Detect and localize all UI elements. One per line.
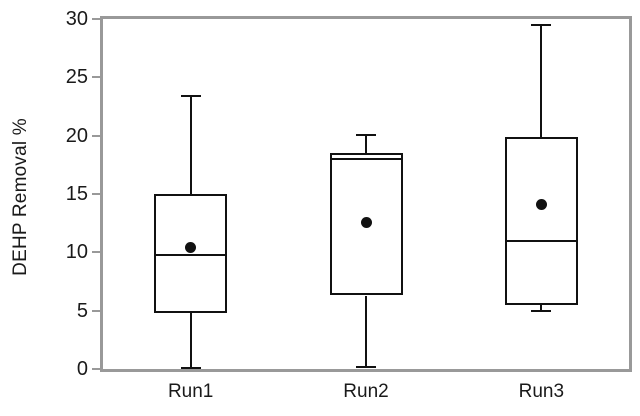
y-tick-label: 15	[65, 183, 88, 205]
y-tick-mark	[92, 368, 100, 370]
whisker-cap-bottom	[531, 309, 552, 312]
x-axis-label-run1: Run1	[167, 381, 214, 402]
whisker-cap-bottom	[356, 365, 376, 368]
x-axis-label-run2: Run2	[343, 381, 389, 402]
y-tick-label: 30	[65, 8, 88, 30]
y-tick-label: 10	[65, 241, 88, 264]
whisker-line	[189, 313, 192, 368]
whisker-cap-top	[180, 95, 201, 97]
y-tick-label: 20	[65, 124, 88, 147]
median-line	[504, 239, 578, 242]
whisker-line	[365, 134, 367, 154]
plot-area	[100, 16, 632, 372]
y-axis-title-text: DEHP Removal %	[10, 118, 31, 276]
box-run1	[154, 194, 228, 313]
median-line	[329, 158, 403, 160]
whisker-line	[189, 96, 192, 194]
whisker-line	[540, 24, 543, 137]
mean-dot	[360, 216, 372, 228]
y-tick-label: 25	[65, 66, 88, 89]
y-tick-mark	[92, 193, 100, 195]
y-tick-mark	[92, 18, 100, 20]
median-line	[154, 253, 228, 256]
y-tick-mark	[92, 134, 100, 137]
whisker-cap-bottom	[180, 366, 201, 369]
whisker-cap-top	[531, 23, 552, 26]
whisker-cap-top	[356, 133, 376, 136]
whisker-line	[540, 304, 543, 311]
x-axis-label-run3: Run3	[518, 381, 565, 402]
y-tick-mark	[92, 76, 100, 79]
mean-dot	[185, 242, 197, 254]
y-tick-label: 5	[76, 299, 88, 322]
box-run3	[504, 136, 578, 305]
y-tick-label: 0	[76, 358, 88, 380]
y-tick-mark	[92, 309, 100, 312]
mean-dot	[535, 199, 547, 210]
y-tick-mark	[92, 251, 100, 254]
whisker-line	[365, 295, 367, 367]
